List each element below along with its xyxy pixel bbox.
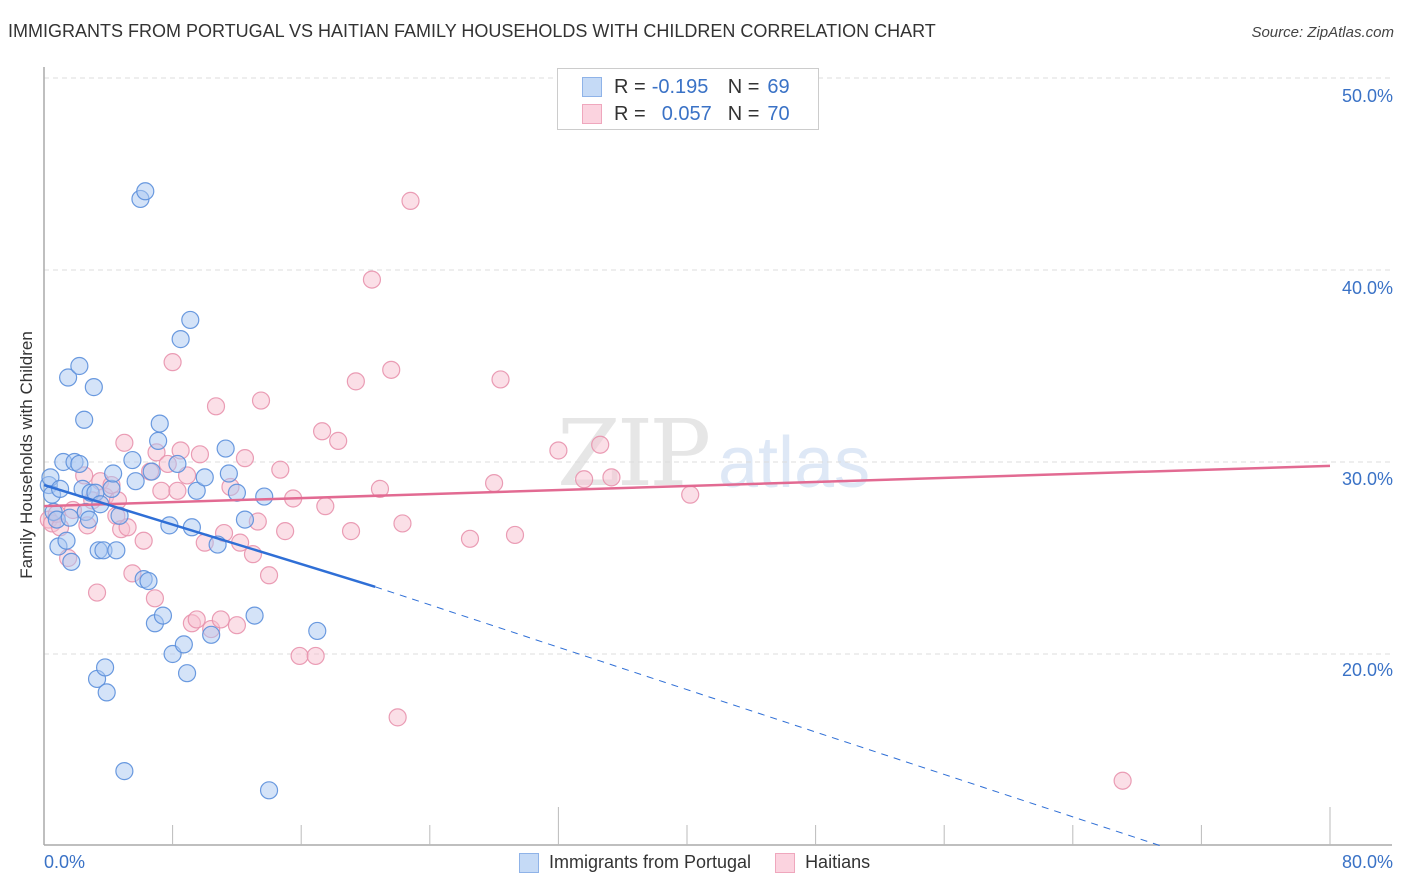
legend-item-haitians[interactable]: Haitians <box>775 852 870 873</box>
blue-swatch-icon <box>519 852 539 873</box>
gridlines <box>44 77 1392 655</box>
pink-swatch-icon <box>775 852 796 873</box>
n-value: 70 <box>767 102 790 125</box>
x-tick-80: 80.0% <box>1341 852 1393 872</box>
r-value: -0.195 <box>651 75 709 98</box>
chart-title: IMMIGRANTS FROM PORTUGAL VS HAITIAN FAMI… <box>8 21 936 41</box>
legend-label: Haitians <box>805 852 871 872</box>
r-label: R = <box>614 75 646 98</box>
r-label: R = <box>614 102 646 125</box>
y-axis-title: Family Households with Children <box>17 331 36 579</box>
y-tick-20: 20.0% <box>1341 660 1393 680</box>
source-credit: Source: ZipAtlas.com <box>1251 24 1394 41</box>
legend-item-portugal[interactable]: Immigrants from Portugal <box>519 852 751 873</box>
watermark-atlas: atlas <box>718 423 871 503</box>
trend-lines <box>43 464 1331 847</box>
pink-swatch-icon <box>582 104 602 124</box>
y-tick-50: 50.0% <box>1341 86 1393 106</box>
legend-label: Immigrants from Portugal <box>549 852 752 872</box>
x-tick-0: 0.0% <box>44 852 86 872</box>
legend-row-portugal: R = -0.195 N = 69 <box>582 75 790 99</box>
n-label: N = <box>727 102 760 125</box>
r-value: 0.057 <box>661 102 712 125</box>
blue-swatch-icon <box>582 77 602 97</box>
n-label: N = <box>727 75 760 98</box>
legend-row-haitians: R = 0.057 N = 70 <box>582 102 790 126</box>
axes <box>43 67 1392 846</box>
n-value: 69 <box>767 75 790 98</box>
portugal-points <box>39 182 327 800</box>
series-legend: Immigrants from Portugal Haitians <box>519 852 894 873</box>
y-tick-30: 30.0% <box>1341 469 1393 489</box>
correlation-legend: R = -0.195 N = 69 R = 0.057 N = 70 <box>557 68 819 130</box>
y-tick-40: 40.0% <box>1341 278 1393 298</box>
